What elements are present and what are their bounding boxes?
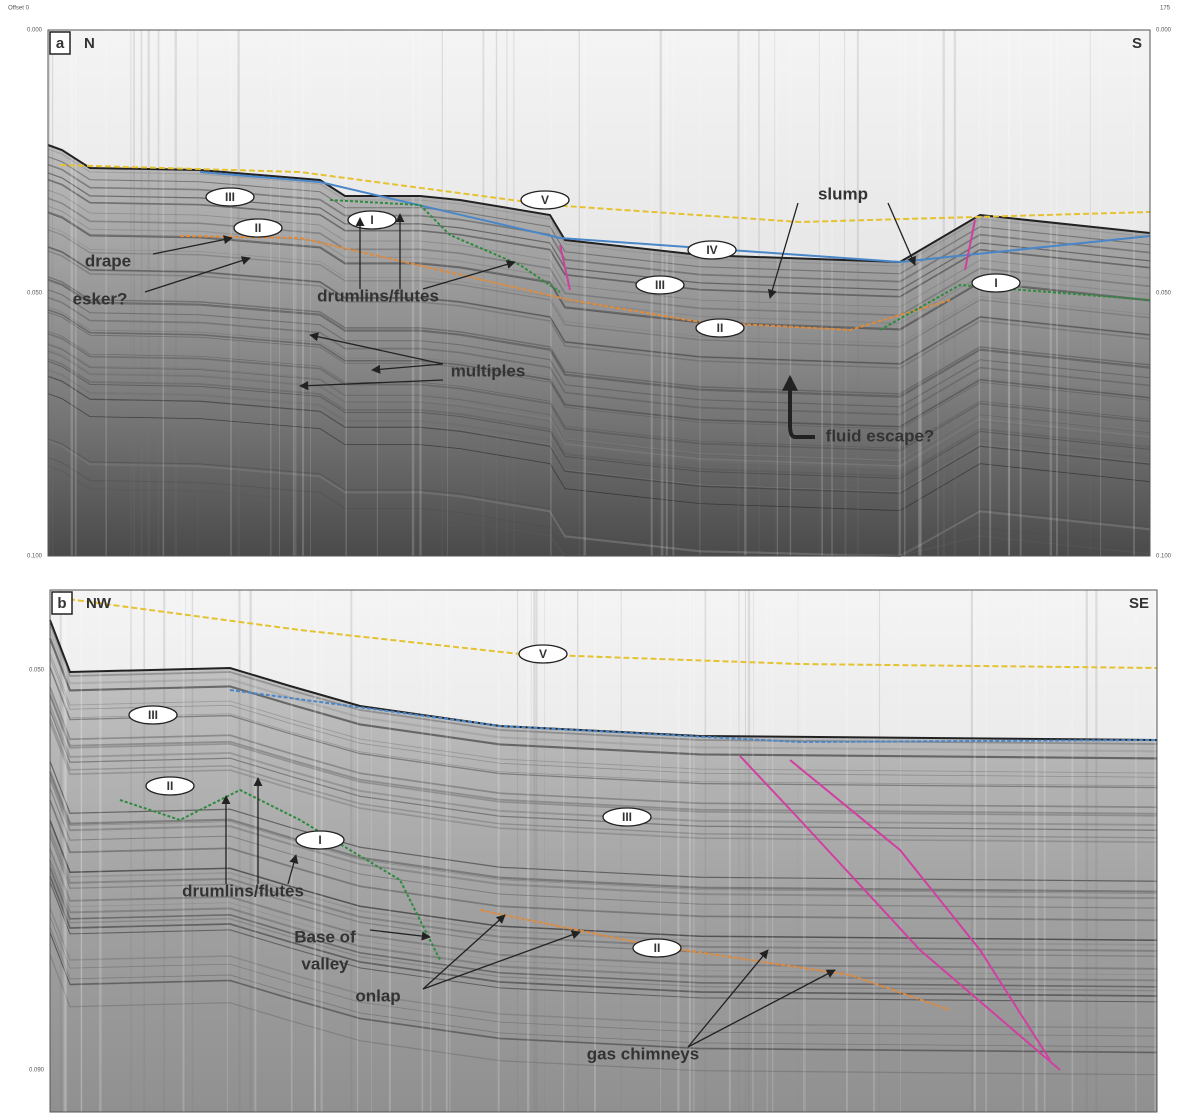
direction-left: NW <box>86 595 112 612</box>
y-tick-label: 0.050 <box>27 291 43 297</box>
unit-label: I <box>994 276 997 290</box>
y-tick-label: 0.050 <box>1156 291 1172 297</box>
unit-label: III <box>655 278 665 292</box>
unit-label: III <box>148 708 158 722</box>
annotation: drape <box>85 251 131 270</box>
unit-label: I <box>318 833 321 847</box>
direction-left: N <box>84 35 95 52</box>
unit-label: IV <box>706 243 717 257</box>
unit-label: V <box>539 647 547 661</box>
unit-label: I <box>370 213 373 227</box>
annotation: fluid escape? <box>826 426 935 445</box>
y-tick-label: 0.100 <box>27 554 43 560</box>
axis-label: 175 <box>1160 6 1171 12</box>
annotation: onlap <box>355 986 400 1005</box>
y-tick-label: 0.000 <box>27 28 43 34</box>
direction-right: SE <box>1129 595 1149 612</box>
unit-label: II <box>654 941 661 955</box>
unit-label: III <box>225 190 235 204</box>
axis-label: Offset 0 <box>8 6 30 12</box>
annotation: valley <box>301 954 349 973</box>
panel-label: a <box>56 35 65 52</box>
annotation: esker? <box>73 289 128 308</box>
annotation: drumlins/flutes <box>317 286 439 305</box>
figure: Offset 0 175 a N S 0.000 0.050 0.100 0.000 0.05… <box>0 0 1183 1120</box>
annotation: drumlins/flutes <box>182 881 304 900</box>
panel-label: b <box>57 595 66 612</box>
unit-label: II <box>717 321 724 335</box>
unit-label: V <box>541 193 549 207</box>
annotation: slump <box>818 184 868 203</box>
unit-label: III <box>622 810 632 824</box>
annotation: multiples <box>451 361 526 380</box>
profiles: aNS0.0000.0500.1000.0000.0500.100IIIIIIV… <box>27 28 1172 1112</box>
profile-panel: aNS0.0000.0500.1000.0000.0500.100IIIIIIV… <box>27 28 1172 560</box>
y-tick-label: 0.100 <box>1156 554 1172 560</box>
direction-right: S <box>1132 35 1142 52</box>
annotation: gas chimneys <box>587 1044 699 1063</box>
annotation: Base of <box>294 927 356 946</box>
profile-panel: bNWSE0.0500.090VIIIIIIIIIIIdrumlins/flut… <box>29 590 1157 1112</box>
y-tick-label: 0.090 <box>29 1068 45 1074</box>
y-tick-label: 0.000 <box>1156 28 1172 34</box>
unit-label: II <box>255 221 262 235</box>
unit-label: II <box>167 779 174 793</box>
y-tick-label: 0.050 <box>29 668 45 674</box>
